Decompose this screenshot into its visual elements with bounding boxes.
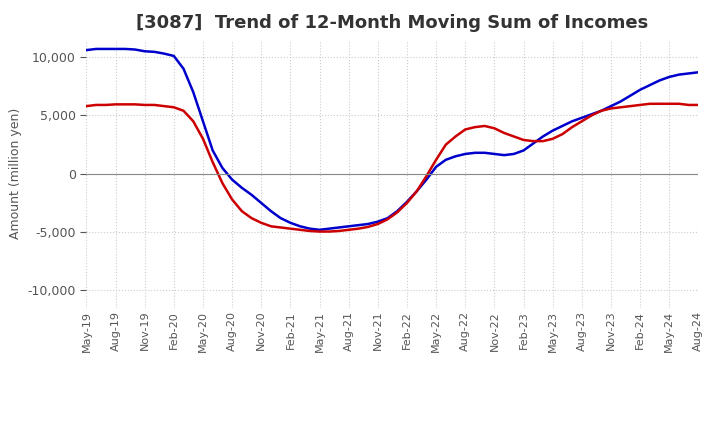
Y-axis label: Amount (million yen): Amount (million yen) [9, 108, 22, 239]
Ordinary Income [694, 70, 703, 75]
Ordinary Income [315, 227, 324, 232]
Net Income [490, 126, 499, 131]
Ordinary Income [169, 53, 178, 59]
Ordinary Income [490, 151, 499, 157]
Ordinary Income [402, 199, 411, 205]
Ordinary Income [82, 48, 91, 53]
Ordinary Income [441, 157, 450, 162]
Net Income [160, 103, 168, 109]
Net Income [82, 103, 91, 109]
Ordinary Income [354, 223, 363, 228]
Net Income [315, 229, 324, 234]
Ordinary Income [500, 153, 508, 158]
Net Income [344, 227, 353, 232]
Net Income [694, 103, 703, 108]
Line: Ordinary Income: Ordinary Income [86, 49, 698, 230]
Title: [3087]  Trend of 12-Month Moving Sum of Incomes: [3087] Trend of 12-Month Moving Sum of I… [136, 15, 649, 33]
Net Income [393, 210, 402, 215]
Line: Net Income: Net Income [86, 104, 698, 231]
Net Income [646, 101, 654, 106]
Ordinary Income [91, 46, 100, 51]
Net Income [480, 123, 489, 128]
Net Income [432, 157, 441, 162]
